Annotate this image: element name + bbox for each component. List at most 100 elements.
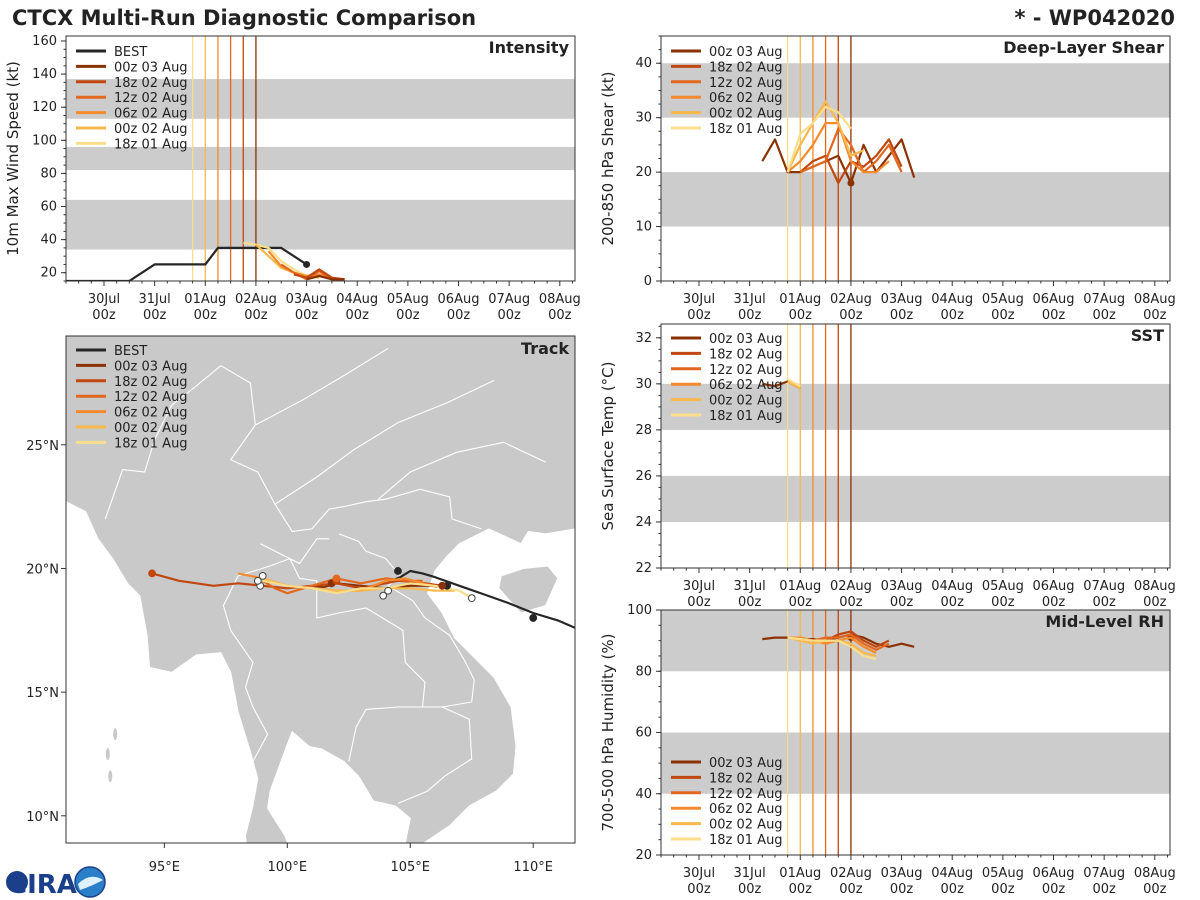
sst-ytick-label: 32 [635,331,652,346]
track-xtick-label: 105°E [390,860,430,875]
intensity-xtick-label: 03Aug [286,292,328,307]
intensity-xtick-label: 05Aug [387,292,429,307]
storm-id: * - WP042020 [1014,6,1175,30]
intensity-legend-label: 06z 02 Aug [114,107,188,122]
track-point [258,571,267,580]
intensity-series-line [255,243,320,279]
sst-xtick-label: 08Aug [1134,579,1176,594]
intensity-legend-label: 18z 02 Aug [114,76,188,91]
rh-legend-label: 06z 02 Aug [709,802,783,817]
track-ytick-label: 15°N [26,686,59,701]
intensity-frame [65,35,576,282]
sst-title: SST [1131,326,1164,345]
shear-legend-label: 06z 02 Aug [709,91,783,106]
sst-xtick-label: 03Aug [881,579,923,594]
intensity-ytick-label: 100 [32,133,57,148]
sst-xtick-label: 02Aug [830,579,872,594]
shear-xtick-label: 03Aug [881,292,923,307]
track-point [332,574,341,583]
track-frame [65,335,576,844]
intensity-xtick-sublabel: 00z [295,308,319,323]
shear-xtick-label: 05Aug [982,292,1024,307]
intensity-xtick-label: 06Aug [438,292,480,307]
track-xtick-label: 100°E [268,860,308,875]
intensity-legend-label: 00z 02 Aug [114,122,188,137]
track-point [253,576,262,585]
intensity-xtick-label: 01Aug [184,292,226,307]
shear-xtick-sublabel: 00z [687,308,711,323]
shear-ylabel: 200-850 hPa Shear (kt) [599,72,617,246]
sst-legend-label: 00z 02 Aug [709,394,783,409]
shear-xtick-sublabel: 00z [941,308,965,323]
rh-xtick-label: 07Aug [1083,866,1125,881]
rh-ytick-label: 80 [635,664,652,679]
shear-xtick-sublabel: 00z [738,308,762,323]
shear-xtick-label: 02Aug [830,292,872,307]
sst-legend-label: 18z 01 Aug [709,409,783,424]
rh-legend-label: 12z 02 Aug [709,787,783,802]
sst-ytick-label: 26 [635,469,652,484]
rh-ytick-label: 40 [635,787,652,802]
rh-xtick-sublabel: 00z [789,882,813,897]
sst-xtick-sublabel: 00z [1143,595,1167,610]
rh-xtick-sublabel: 00z [839,882,863,897]
shear-xtick-label: 08Aug [1134,292,1176,307]
intensity-legend-label: 18z 01 Aug [114,137,188,152]
shear-xtick-label: 07Aug [1083,292,1125,307]
sst-xtick-label: 04Aug [931,579,973,594]
track-legend-label: 00z 02 Aug [114,421,188,436]
rh-legend-label: 00z 02 Aug [709,818,783,833]
track-point [379,591,388,600]
rh-shade-band [661,610,1170,672]
shear-xtick-sublabel: 00z [839,308,863,323]
shear-panel: 01020304030Jul00z31Jul00z01Aug00z02Aug00… [599,35,1176,323]
sst-xtick-sublabel: 00z [991,595,1015,610]
rh-series-group [762,630,915,661]
rh-ylabel: 700-500 hPa Humidity (%) [599,633,617,831]
shear-xtick-sublabel: 00z [1042,308,1066,323]
rh-xtick-sublabel: 00z [991,882,1015,897]
shear-shade-band [661,172,1170,227]
intensity-xtick-label: 30Jul [88,292,120,307]
shear-legend-label: 12z 02 Aug [709,76,783,91]
rh-xtick-label: 08Aug [1134,866,1176,881]
map-border [220,365,482,532]
intensity-legend-label: 00z 03 Aug [114,60,188,75]
rh-ytick-label: 60 [635,726,652,741]
intensity-panel: 2040608010012014016030Jul00z31Jul00z01Au… [4,34,581,323]
intensity-ytick-label: 20 [40,266,57,281]
shear-xtick-sublabel: 00z [991,308,1015,323]
rh-xtick-label: 05Aug [982,866,1024,881]
shear-xtick-sublabel: 00z [1092,308,1116,323]
map-island [113,728,118,741]
sst-xtick-sublabel: 00z [789,595,813,610]
shear-xtick-sublabel: 00z [789,308,813,323]
map-border [289,558,472,708]
intensity-xtick-sublabel: 00z [92,308,116,323]
intensity-series-line [306,274,345,281]
intensity-xtick-sublabel: 00z [194,308,218,323]
intensity-xtick-label: 08Aug [539,292,581,307]
rh-xtick-sublabel: 00z [1143,882,1167,897]
sst-legend-label: 00z 03 Aug [709,332,783,347]
track-ytick-label: 20°N [26,562,59,577]
intensity-ytick-label: 120 [32,100,57,115]
intensity-shade-band [66,199,575,250]
rh-xtick-label: 06Aug [1033,866,1075,881]
shear-xtick-sublabel: 00z [890,308,914,323]
rh-xtick-sublabel: 00z [687,882,711,897]
intensity-shade-band [66,79,575,119]
sst-series-line [787,378,801,388]
shear-shade-band [661,63,1170,118]
rh-xtick-label: 02Aug [830,866,872,881]
intensity-series-line [66,246,308,281]
track-xtick-label: 110°E [513,860,553,875]
track-point [384,586,393,595]
rh-legend-label: 18z 01 Aug [709,833,783,848]
intensity-ytick-label: 80 [40,166,57,181]
sst-xtick-sublabel: 00z [941,595,965,610]
sst-xtick-sublabel: 00z [1042,595,1066,610]
sst-panel: 22242628303230Jul00z31Jul00z01Aug00z02Au… [599,323,1176,610]
shear-title: Deep-Layer Shear [1003,38,1164,57]
intensity-xtick-sublabel: 00z [447,308,471,323]
